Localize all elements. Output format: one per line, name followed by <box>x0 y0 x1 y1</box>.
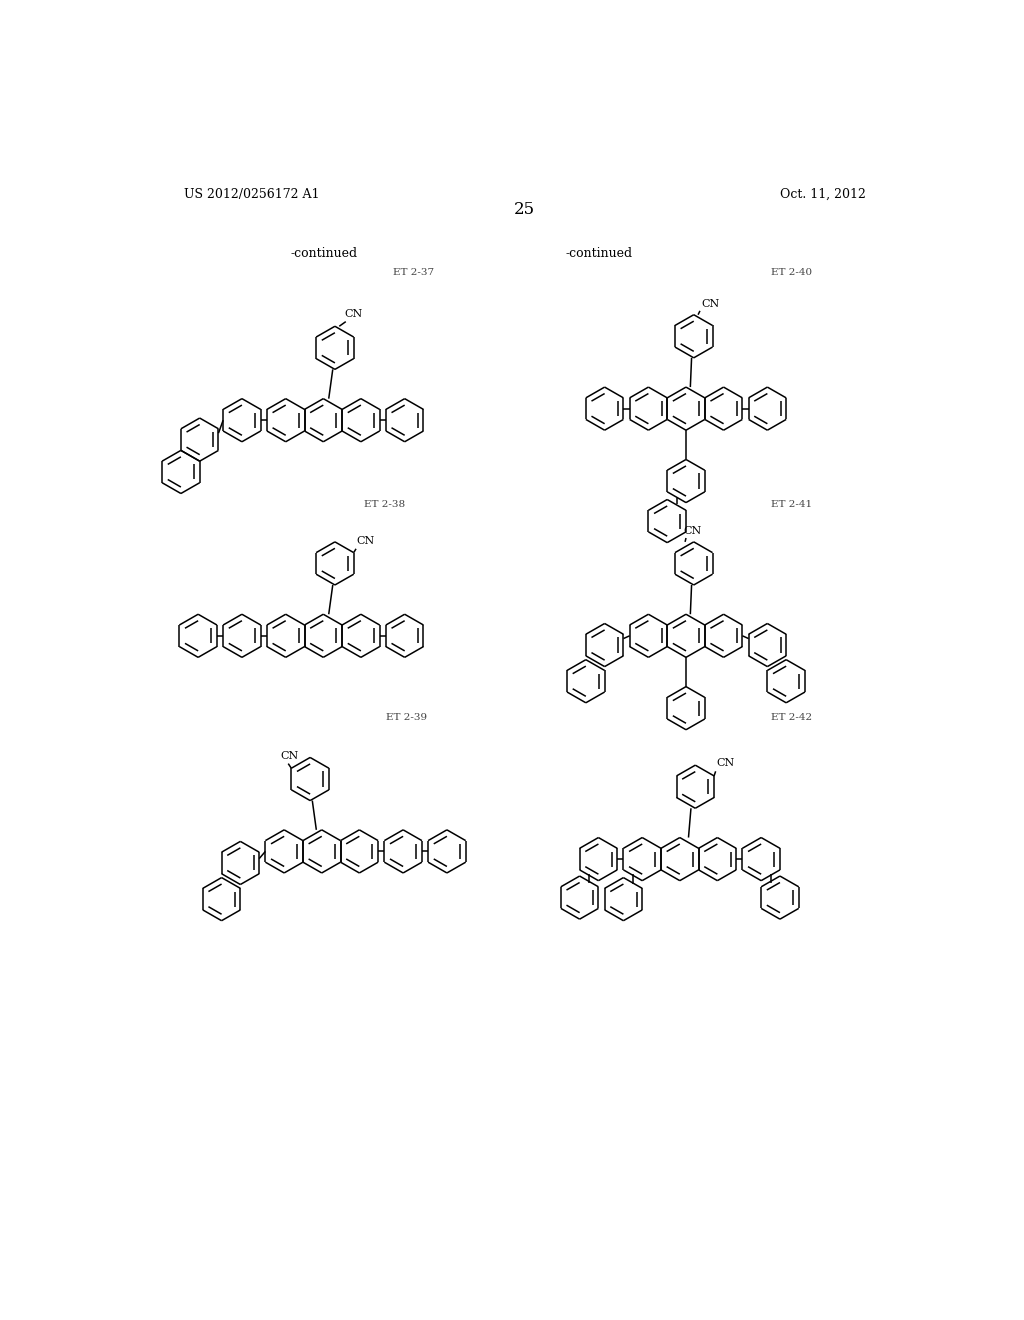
Text: CN: CN <box>701 298 720 309</box>
Text: -continued: -continued <box>291 247 357 260</box>
Text: CN: CN <box>356 536 375 546</box>
Text: ET 2-37: ET 2-37 <box>393 268 434 277</box>
Text: CN: CN <box>344 309 362 318</box>
Text: 25: 25 <box>514 201 536 218</box>
Text: ET 2-38: ET 2-38 <box>365 500 406 510</box>
Text: US 2012/0256172 A1: US 2012/0256172 A1 <box>183 187 319 201</box>
Text: -continued: -continued <box>566 247 633 260</box>
Text: ET 2-40: ET 2-40 <box>771 268 812 277</box>
Text: ET 2-41: ET 2-41 <box>771 500 812 510</box>
Text: CN: CN <box>281 751 299 760</box>
Text: ET 2-39: ET 2-39 <box>386 714 427 722</box>
Text: Oct. 11, 2012: Oct. 11, 2012 <box>780 187 866 201</box>
Text: CN: CN <box>683 525 701 536</box>
Text: ET 2-42: ET 2-42 <box>771 714 812 722</box>
Text: CN: CN <box>717 758 734 768</box>
